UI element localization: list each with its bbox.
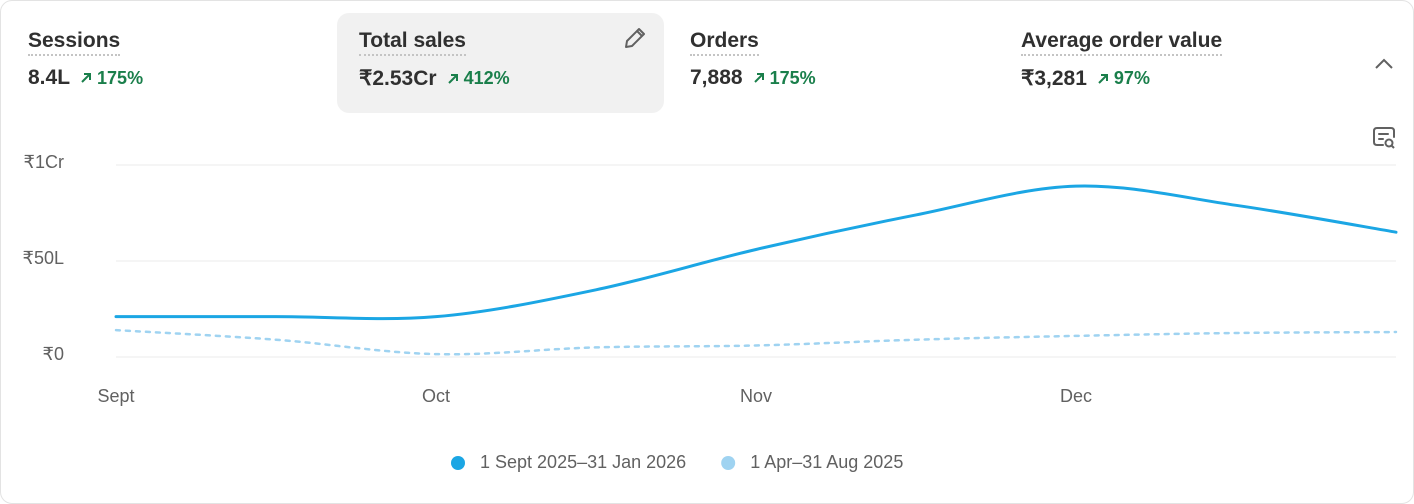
metric[interactable]: Total sales ₹2.53Cr 412% bbox=[337, 13, 664, 113]
arrow-icon bbox=[81, 73, 92, 83]
metric-change: 175% bbox=[769, 67, 816, 88]
legend-swatch bbox=[721, 456, 736, 470]
metric-value: ₹3,281 bbox=[1021, 67, 1087, 90]
metric-label: Orders bbox=[690, 29, 759, 56]
series-line bbox=[114, 184, 1398, 321]
arrow-icon bbox=[447, 73, 458, 84]
x-tick-label: Sept bbox=[97, 386, 134, 406]
x-tick-label: Oct bbox=[422, 386, 450, 406]
metric-value: ₹2.53Cr bbox=[359, 67, 437, 90]
y-tick-label: ₹1Cr bbox=[24, 152, 64, 172]
metric-change: 97% bbox=[1113, 68, 1150, 88]
chart-settings-icon[interactable] bbox=[1372, 125, 1398, 151]
legend-label: 1 Apr–31 Aug 2025 bbox=[750, 452, 903, 472]
x-tick-label: Nov bbox=[740, 386, 772, 406]
metric[interactable]: Average order value ₹3,281 97% bbox=[999, 13, 1326, 113]
metric-change: 412% bbox=[463, 68, 510, 88]
metric-value: 8.4L bbox=[28, 66, 71, 89]
metric-label: Total sales bbox=[359, 29, 466, 56]
metric-label: Average order value bbox=[1021, 29, 1223, 56]
arrow-icon bbox=[753, 73, 764, 83]
metric[interactable]: Sessions 8.4L 175% bbox=[6, 13, 333, 113]
legend-label: 1 Sept 2025–31 Jan 2026 bbox=[480, 452, 686, 472]
series-line bbox=[114, 328, 1398, 356]
collapse-icon[interactable] bbox=[1372, 54, 1396, 74]
x-tick-label: Dec bbox=[1060, 386, 1092, 406]
metric-label: Sessions bbox=[28, 29, 121, 56]
legend-swatch bbox=[451, 456, 465, 470]
metric-change: 175% bbox=[97, 67, 144, 88]
y-tick-label: ₹50L bbox=[23, 248, 64, 268]
metric[interactable]: Orders 7,888 175% bbox=[668, 13, 995, 113]
arrow-icon bbox=[1098, 73, 1108, 84]
metric-value: 7,888 bbox=[690, 66, 743, 89]
edit-icon[interactable] bbox=[622, 25, 648, 51]
y-tick-label: ₹0 bbox=[43, 344, 64, 364]
